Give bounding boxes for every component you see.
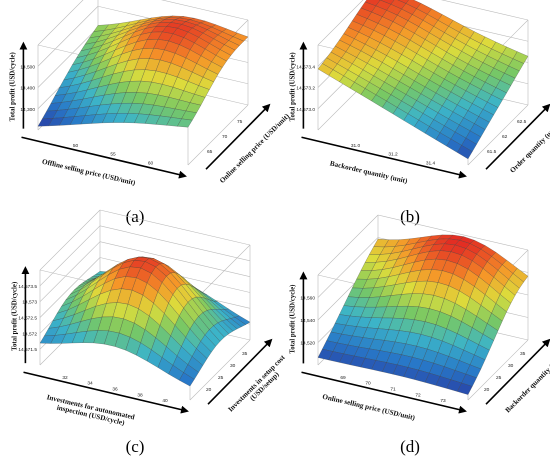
chart-panel-1: 14,300 14,400 14,500 50 55 60 65 70 75 Offline se… [9, 0, 291, 226]
y-tick-label: 62 [502, 134, 508, 140]
y-axis-arrow [207, 338, 273, 405]
surface-cell [457, 382, 473, 395]
x-axis-title: Offline selling price (USD/unit) [41, 158, 137, 188]
y-tick-label: 25 [218, 375, 224, 381]
x-tick-label: 73 [440, 398, 446, 404]
z-tick-label: 14,571.5 [18, 347, 37, 353]
x-tick-label: 60 [148, 160, 154, 166]
x-tick-label: 31.4 [426, 160, 436, 166]
y-axis-arrow [205, 103, 271, 170]
z-tick-label: 14,573.0 [296, 107, 315, 113]
z-axis-title: Total profit (USD/cycle) [9, 52, 16, 121]
x-tick-label: 69 [340, 375, 346, 381]
y-tick-labels: 61.5 62 62.5 [487, 119, 527, 155]
z-tick-label: 14,572.5 [18, 316, 37, 322]
surface-cell [177, 118, 193, 128]
x-tick-label: 71 [390, 387, 396, 393]
surface-mesh [317, 0, 529, 160]
y-axis-arrow [485, 103, 550, 170]
y-axis-title: Investments in setup cost [227, 353, 287, 413]
z-tick-labels: 14,571.5 14,572 14,572.5 14,573 14,573.5 [18, 284, 37, 353]
x-tick-label: 72 [415, 392, 421, 398]
z-tick-labels: 14,520 14,540 14,560 [300, 296, 315, 347]
surface-mesh [39, 256, 251, 387]
x-axis-arrow [301, 371, 467, 414]
y-tick-label: 70 [222, 134, 228, 140]
panel-label: (a) [126, 207, 145, 226]
z-tick-label: 14,573.4 [296, 64, 315, 70]
y-tick-label: 62.5 [517, 119, 527, 125]
x-axis-title: Backorder quantity (unit) [329, 159, 409, 185]
z-tick-label: 14,500 [20, 64, 35, 70]
x-tick-label: 34 [87, 381, 93, 387]
y-tick-label: 30 [508, 363, 514, 369]
y-tick-label: 20 [484, 387, 490, 393]
x-tick-label: 40 [162, 398, 168, 404]
y-tick-label: 30 [230, 363, 236, 369]
z-tick-label: 14,400 [20, 86, 35, 92]
x-tick-label: 50 [73, 143, 79, 149]
z-tick-label: 14,560 [300, 296, 315, 302]
x-axis-arrow [301, 136, 467, 179]
surface-cell [179, 372, 195, 387]
z-tick-label: 14,573.5 [18, 284, 37, 290]
x-tick-labels: 50 55 60 [73, 143, 154, 167]
axis-arrows [299, 271, 550, 414]
x-tick-label: 55 [110, 152, 116, 158]
axis-arrows [21, 266, 273, 414]
x-tick-label: 70 [365, 381, 371, 387]
x-tick-label: 31.0 [351, 143, 361, 149]
y-axis-title: Order quantity (unit) [509, 122, 550, 175]
surface-cell [457, 145, 473, 160]
y-tick-labels: 65 70 75 [207, 119, 243, 155]
x-tick-labels: 69 70 71 72 73 [340, 375, 446, 404]
surface-mesh [37, 15, 249, 128]
y-axis-arrow [485, 338, 550, 405]
panel-label: (b) [400, 207, 420, 226]
axis-arrows [299, 41, 550, 179]
y-tick-label: 35 [242, 351, 248, 357]
x-axis-title: Online selling price (USD/unit) [322, 393, 417, 422]
y-tick-label: 25 [496, 375, 502, 381]
z-tick-label: 14,573.2 [296, 86, 315, 92]
x-tick-labels: 31.0 31.2 31.4 [351, 143, 436, 167]
z-tick-labels: 14,300 14,400 14,500 [20, 64, 35, 113]
z-tick-label: 14,572 [22, 331, 37, 337]
x-tick-label: 32 [62, 375, 68, 381]
z-tick-label: 14,573 [22, 300, 37, 306]
z-axis-title: Total profit (USD/cycle) [11, 282, 18, 351]
y-tick-label: 20 [206, 387, 212, 393]
x-axis-arrow [21, 136, 187, 179]
y-tick-labels: 20 25 30 35 [484, 351, 526, 393]
z-tick-label: 14,540 [300, 318, 315, 324]
x-axis-arrow [23, 371, 189, 414]
chart-panel-3: 14,571.5 14,572 14,572.5 14,573 14,573.5 32 34… [11, 209, 287, 456]
y-tick-label: 61.5 [487, 149, 497, 155]
z-axis-title: Total profit (USD/cycle) [289, 52, 296, 121]
chart-panel-2: 14,573.0 14,573.2 14,573.4 31.0 31.2 31.4 61.5… [289, 0, 550, 226]
panel-label: (c) [126, 437, 145, 456]
y-tick-label: 35 [520, 351, 526, 357]
surface-mesh [317, 234, 529, 395]
y-axis-title: Online selling price (USD/unit) [218, 112, 291, 185]
x-tick-labels: 32 34 36 38 40 [62, 375, 168, 404]
x-tick-label: 38 [137, 392, 143, 398]
z-tick-label: 14,520 [300, 341, 315, 347]
chart-panel-4: 14,520 14,540 14,560 69 70 71 72 73 20 25 30 35 Onli… [289, 214, 550, 456]
z-tick-labels: 14,573.0 14,573.2 14,573.4 [296, 64, 315, 113]
y-tick-labels: 20 25 30 35 [206, 351, 248, 393]
z-tick-label: 14,300 [20, 107, 35, 113]
axis-arrows [19, 41, 271, 179]
y-tick-label: 75 [237, 119, 243, 125]
x-tick-label: 31.2 [388, 152, 398, 158]
x-tick-label: 36 [112, 387, 118, 393]
panel-label: (d) [400, 437, 420, 456]
y-tick-label: 65 [207, 149, 213, 155]
z-axis-title: Total profit (USD/cycle) [289, 285, 296, 354]
